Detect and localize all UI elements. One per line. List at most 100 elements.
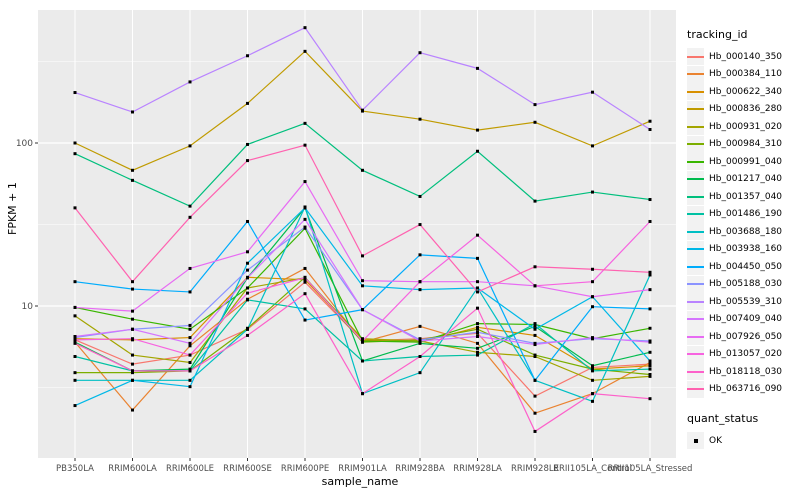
data-point: [188, 344, 192, 348]
data-point: [131, 408, 134, 412]
legend-item: Hb_007926_050: [687, 328, 799, 346]
legend-item: Hb_000931_020: [687, 118, 799, 136]
x-tick-label: RRIM928LE: [511, 464, 559, 474]
series-color-line-icon: [687, 353, 704, 356]
data-point: [73, 152, 77, 156]
data-point: [131, 337, 134, 341]
series-color-line-icon: [687, 195, 704, 198]
x-tick-label: RRIM928LA: [453, 464, 502, 474]
data-point: [73, 305, 77, 309]
data-point: [246, 268, 249, 272]
data-point: [591, 305, 594, 309]
data-point: [648, 198, 652, 202]
legend-key-swatch: [687, 258, 704, 276]
data-point: [418, 223, 422, 227]
data-point: [476, 256, 479, 260]
data-point: [533, 429, 537, 433]
data-point: [361, 337, 364, 341]
data-point: [476, 149, 479, 153]
data-point: [361, 339, 364, 343]
data-point: [648, 397, 652, 401]
data-point: [591, 190, 594, 194]
legend: tracking_id Hb_000140_350 Hb_000384_110 Hb…: [687, 28, 799, 450]
legend-item: Hb_013057_020: [687, 345, 799, 364]
data-point: [648, 364, 652, 368]
series-color-line-icon: [687, 248, 704, 251]
data-point: [303, 292, 307, 296]
legend-item: Hb_003688_180: [687, 223, 799, 241]
data-point: [73, 141, 77, 145]
data-point: [361, 359, 364, 363]
data-point: [648, 219, 652, 223]
data-point: [648, 359, 652, 363]
series-color-line-icon: [687, 160, 704, 163]
legend-key-swatch: [687, 188, 704, 206]
data-point: [303, 266, 307, 270]
data-point: [303, 307, 307, 311]
data-point: [476, 350, 479, 354]
data-point: [131, 327, 134, 331]
legend-item-label: Hb_003688_180: [709, 226, 783, 237]
data-point: [418, 341, 422, 345]
data-point: [476, 280, 479, 284]
data-point: [476, 346, 479, 350]
data-point: [246, 219, 249, 223]
legend-item-label: Hb_001357_040: [709, 191, 783, 202]
data-point: [648, 307, 652, 311]
data-point: [648, 361, 652, 365]
data-point: [591, 336, 594, 340]
legend-item: Hb_007409_040: [687, 310, 799, 329]
data-point: [591, 367, 594, 371]
data-point: [476, 334, 479, 338]
data-point: [188, 385, 192, 389]
data-point: [648, 119, 652, 123]
data-point: [73, 371, 77, 375]
data-point: [418, 253, 422, 257]
data-point: [533, 265, 537, 269]
x-tick-label: RRIM600LA: [108, 464, 157, 474]
data-point: [188, 361, 192, 365]
data-point: [361, 168, 364, 172]
data-point: [188, 144, 192, 148]
legend-title-tracking-id: tracking_id: [687, 28, 748, 41]
data-point: [246, 142, 249, 146]
data-point: [533, 324, 537, 328]
legend-key-swatch: [687, 170, 704, 188]
data-point: [188, 80, 192, 84]
series-color-line-icon: [687, 335, 704, 338]
legend-key-swatch: [687, 153, 704, 171]
series-color-line-icon: [687, 213, 704, 216]
data-point: [188, 204, 192, 208]
series-color-line-icon: [687, 143, 704, 146]
data-point: [476, 325, 479, 329]
legend-key-swatch: [687, 363, 704, 381]
legend-key-swatch: [687, 83, 704, 101]
data-point: [246, 54, 249, 58]
data-point: [418, 280, 422, 284]
data-point: [303, 121, 307, 125]
data-point: [188, 378, 192, 382]
legend-item-label: Hb_005188_030: [709, 279, 783, 290]
data-point: [591, 144, 594, 148]
series-color-line-icon: [687, 108, 704, 111]
data-point: [188, 367, 192, 371]
legend-item-label: Hb_001217_040: [709, 174, 783, 185]
legend-key-swatch: [687, 223, 704, 241]
legend-item: Hb_000836_280: [687, 100, 799, 119]
legend-item-label: Hb_007409_040: [709, 314, 783, 325]
data-point: [303, 180, 307, 184]
x-tick-label: RRII105LA_Stressed: [608, 464, 693, 474]
x-tick-label: RRIM600LE: [166, 464, 214, 474]
data-point: [476, 306, 479, 310]
legend-key-swatch: [687, 65, 704, 83]
data-point: [361, 279, 364, 283]
data-point: [246, 101, 249, 105]
data-point: [246, 276, 249, 280]
legend-item: Hb_005539_310: [687, 293, 799, 311]
data-point: [131, 353, 134, 357]
legend-item-label: Hb_000836_280: [709, 104, 783, 115]
legend-key-swatch: [687, 293, 704, 311]
data-point: [591, 364, 594, 368]
